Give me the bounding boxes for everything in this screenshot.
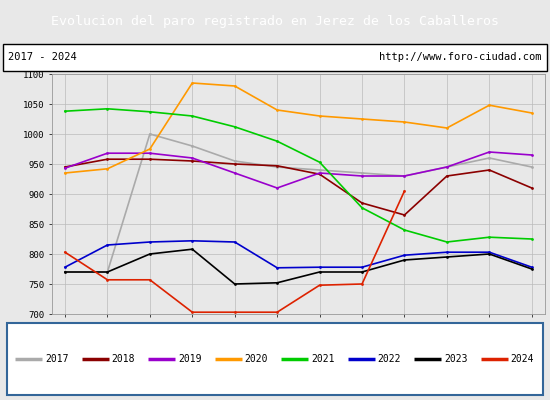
Text: 2023: 2023: [444, 354, 468, 364]
Text: 2022: 2022: [377, 354, 401, 364]
Text: 2021: 2021: [311, 354, 334, 364]
Text: 2017 - 2024: 2017 - 2024: [8, 52, 77, 62]
Text: Evolucion del paro registrado en Jerez de los Caballeros: Evolucion del paro registrado en Jerez d…: [51, 14, 499, 28]
Text: 2020: 2020: [244, 354, 268, 364]
Text: 2024: 2024: [510, 354, 534, 364]
Text: 2019: 2019: [178, 354, 201, 364]
Text: 2017: 2017: [45, 354, 69, 364]
Text: 2018: 2018: [112, 354, 135, 364]
Text: http://www.foro-ciudad.com: http://www.foro-ciudad.com: [379, 52, 542, 62]
